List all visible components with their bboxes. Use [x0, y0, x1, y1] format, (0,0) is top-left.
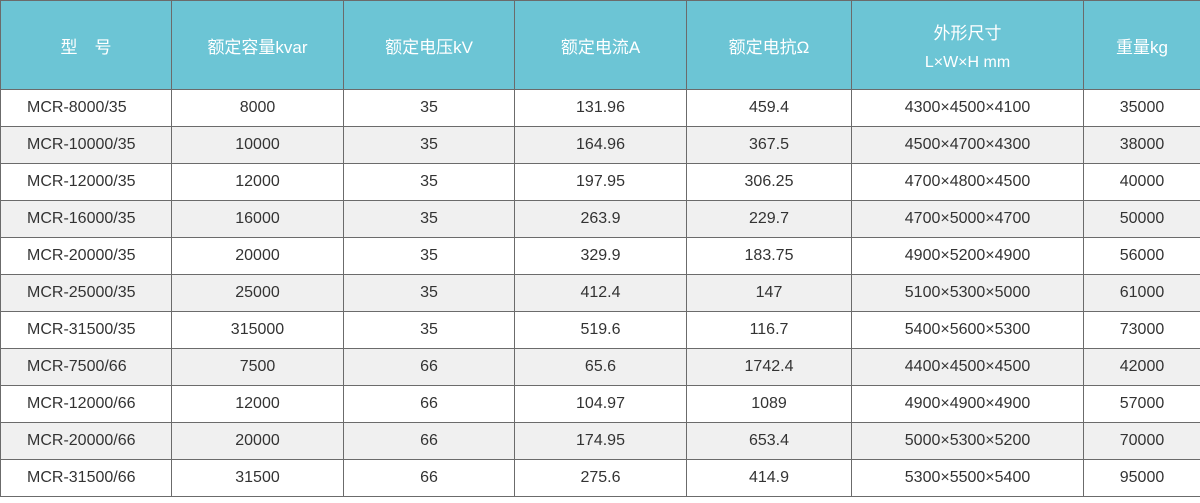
- cell-reactance: 183.75: [686, 237, 852, 275]
- cell-dimensions: 5000×5300×5200: [851, 422, 1084, 460]
- cell-reactance: 116.7: [686, 311, 852, 349]
- cell-dimensions: 4400×4500×4500: [851, 348, 1084, 386]
- table-row: MCR-7500/66 7500 66 65.6 1742.4 4400×4500×450…: [0, 348, 1200, 386]
- header-weight: 重量kg: [1083, 0, 1200, 90]
- header-row: 型 号 额定容量kvar 额定电压kV 额定电流A 额定电抗Ω 外形尺寸 L×W…: [0, 0, 1200, 90]
- cell-weight: 38000: [1083, 126, 1200, 164]
- cell-model: MCR-20000/35: [0, 237, 172, 275]
- header-dimensions: 外形尺寸 L×W×H mm: [851, 0, 1084, 90]
- cell-voltage: 35: [343, 200, 515, 238]
- header-model: 型 号: [0, 0, 172, 90]
- cell-model: MCR-20000/66: [0, 422, 172, 460]
- cell-capacity: 12000: [171, 163, 344, 201]
- table-row: MCR-16000/35 16000 35 263.9 229.7 4700×5000×4…: [0, 200, 1200, 238]
- cell-model: MCR-31500/35: [0, 311, 172, 349]
- cell-weight: 35000: [1083, 89, 1200, 127]
- header-reactance: 额定电抗Ω: [686, 0, 852, 90]
- cell-dimensions: 4900×4900×4900: [851, 385, 1084, 423]
- cell-reactance: 414.9: [686, 459, 852, 497]
- cell-reactance: 367.5: [686, 126, 852, 164]
- cell-current: 519.6: [514, 311, 687, 349]
- cell-model: MCR-16000/35: [0, 200, 172, 238]
- cell-capacity: 12000: [171, 385, 344, 423]
- cell-reactance: 459.4: [686, 89, 852, 127]
- cell-voltage: 35: [343, 274, 515, 312]
- cell-current: 275.6: [514, 459, 687, 497]
- cell-reactance: 306.25: [686, 163, 852, 201]
- cell-dimensions: 4700×5000×4700: [851, 200, 1084, 238]
- cell-dimensions: 5300×5500×5400: [851, 459, 1084, 497]
- cell-model: MCR-12000/66: [0, 385, 172, 423]
- cell-capacity: 7500: [171, 348, 344, 386]
- cell-weight: 95000: [1083, 459, 1200, 497]
- cell-current: 131.96: [514, 89, 687, 127]
- cell-voltage: 35: [343, 163, 515, 201]
- table-row: MCR-12000/35 12000 35 197.95 306.25 4700×4800…: [0, 163, 1200, 201]
- cell-dimensions: 5100×5300×5000: [851, 274, 1084, 312]
- cell-voltage: 66: [343, 422, 515, 460]
- cell-weight: 40000: [1083, 163, 1200, 201]
- table-row: MCR-25000/35 25000 35 412.4 147 5100×5300×500…: [0, 274, 1200, 312]
- cell-dimensions: 4700×4800×4500: [851, 163, 1084, 201]
- table-row: MCR-20000/35 20000 35 329.9 183.75 4900×5200×…: [0, 237, 1200, 275]
- table-row: MCR-31500/35 315000 35 519.6 116.7 5400×5600×…: [0, 311, 1200, 349]
- cell-weight: 70000: [1083, 422, 1200, 460]
- cell-capacity: 8000: [171, 89, 344, 127]
- cell-reactance: 229.7: [686, 200, 852, 238]
- cell-weight: 56000: [1083, 237, 1200, 275]
- header-current: 额定电流A: [514, 0, 687, 90]
- cell-capacity: 10000: [171, 126, 344, 164]
- cell-weight: 42000: [1083, 348, 1200, 386]
- cell-model: MCR-25000/35: [0, 274, 172, 312]
- table-row: MCR-12000/66 12000 66 104.97 1089 4900×4900×4…: [0, 385, 1200, 423]
- cell-weight: 73000: [1083, 311, 1200, 349]
- cell-model: MCR-7500/66: [0, 348, 172, 386]
- table-row: MCR-10000/35 10000 35 164.96 367.5 4500×4700×…: [0, 126, 1200, 164]
- header-voltage: 额定电压kV: [343, 0, 515, 90]
- cell-current: 65.6: [514, 348, 687, 386]
- cell-voltage: 35: [343, 237, 515, 275]
- cell-current: 197.95: [514, 163, 687, 201]
- cell-capacity: 16000: [171, 200, 344, 238]
- cell-voltage: 66: [343, 385, 515, 423]
- header-dimensions-unit: L×W×H mm: [924, 53, 1011, 71]
- cell-dimensions: 5400×5600×5300: [851, 311, 1084, 349]
- cell-capacity: 20000: [171, 237, 344, 275]
- cell-reactance: 1742.4: [686, 348, 852, 386]
- cell-current: 104.97: [514, 385, 687, 423]
- header-dimensions-title: 外形尺寸: [933, 23, 1002, 43]
- cell-voltage: 66: [343, 348, 515, 386]
- cell-weight: 57000: [1083, 385, 1200, 423]
- cell-current: 329.9: [514, 237, 687, 275]
- cell-dimensions: 4500×4700×4300: [851, 126, 1084, 164]
- table-row: MCR-8000/35 8000 35 131.96 459.4 4300×4500×41…: [0, 89, 1200, 127]
- cell-weight: 61000: [1083, 274, 1200, 312]
- cell-voltage: 35: [343, 311, 515, 349]
- cell-voltage: 35: [343, 89, 515, 127]
- cell-weight: 50000: [1083, 200, 1200, 238]
- table-row: MCR-20000/66 20000 66 174.95 653.4 5000×5300×…: [0, 422, 1200, 460]
- cell-dimensions: 4300×4500×4100: [851, 89, 1084, 127]
- cell-model: MCR-10000/35: [0, 126, 172, 164]
- cell-capacity: 25000: [171, 274, 344, 312]
- cell-capacity: 20000: [171, 422, 344, 460]
- cell-reactance: 147: [686, 274, 852, 312]
- cell-current: 412.4: [514, 274, 687, 312]
- cell-current: 263.9: [514, 200, 687, 238]
- cell-reactance: 653.4: [686, 422, 852, 460]
- cell-model: MCR-12000/35: [0, 163, 172, 201]
- cell-reactance: 1089: [686, 385, 852, 423]
- cell-current: 164.96: [514, 126, 687, 164]
- cell-capacity: 31500: [171, 459, 344, 497]
- header-capacity: 额定容量kvar: [171, 0, 344, 90]
- cell-current: 174.95: [514, 422, 687, 460]
- table-row: MCR-31500/66 31500 66 275.6 414.9 5300×5500×5…: [0, 459, 1200, 497]
- cell-model: MCR-8000/35: [0, 89, 172, 127]
- cell-voltage: 35: [343, 126, 515, 164]
- cell-capacity: 315000: [171, 311, 344, 349]
- cell-dimensions: 4900×5200×4900: [851, 237, 1084, 275]
- cell-voltage: 66: [343, 459, 515, 497]
- cell-model: MCR-31500/66: [0, 459, 172, 497]
